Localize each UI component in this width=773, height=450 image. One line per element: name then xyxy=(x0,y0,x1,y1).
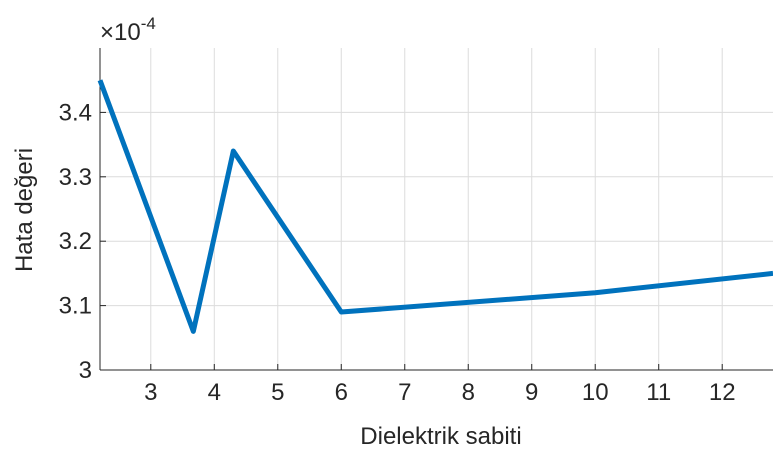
series-line xyxy=(97,79,773,334)
x-tick-label: 10 xyxy=(582,379,609,406)
y-axis-ticks: 3 3.1 3.2 3.3 3.4 xyxy=(59,99,106,384)
y-tick-label: 3 xyxy=(79,357,92,384)
x-tick-label: 12 xyxy=(709,379,736,406)
x-tick-label: 8 xyxy=(462,379,475,406)
axes xyxy=(99,48,773,371)
y-axis-exponent-label: ×10-4 xyxy=(100,14,156,46)
y-exponent-power: -4 xyxy=(141,14,156,33)
grid xyxy=(100,48,773,371)
x-tick-label: 3 xyxy=(144,379,157,406)
y-tick-label: 3.2 xyxy=(59,228,92,255)
series xyxy=(97,79,773,334)
x-tick-label: 11 xyxy=(646,379,671,406)
y-exponent-base: ×10 xyxy=(100,19,141,46)
x-axis-label: Dielektrik sabiti xyxy=(360,423,521,450)
x-tick-label: 6 xyxy=(335,379,348,406)
x-tick-label: 4 xyxy=(208,379,221,406)
x-tick-label: 7 xyxy=(398,379,411,406)
y-tick-label: 3.3 xyxy=(59,164,92,191)
x-tick-label: 9 xyxy=(525,379,538,406)
x-axis-ticks: 3 4 5 6 7 8 9 10 11 12 xyxy=(144,364,736,406)
x-tick-label: 5 xyxy=(271,379,284,406)
y-tick-label: 3.1 xyxy=(59,293,92,320)
y-axis-label: Hata değeri xyxy=(11,148,38,272)
y-tick-label: 3.4 xyxy=(59,99,92,126)
